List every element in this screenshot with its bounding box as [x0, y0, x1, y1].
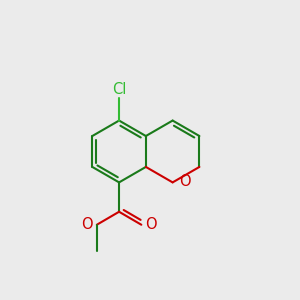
Text: O: O — [145, 217, 157, 232]
Text: O: O — [81, 217, 93, 232]
Text: Cl: Cl — [112, 82, 126, 97]
Text: O: O — [179, 174, 191, 189]
